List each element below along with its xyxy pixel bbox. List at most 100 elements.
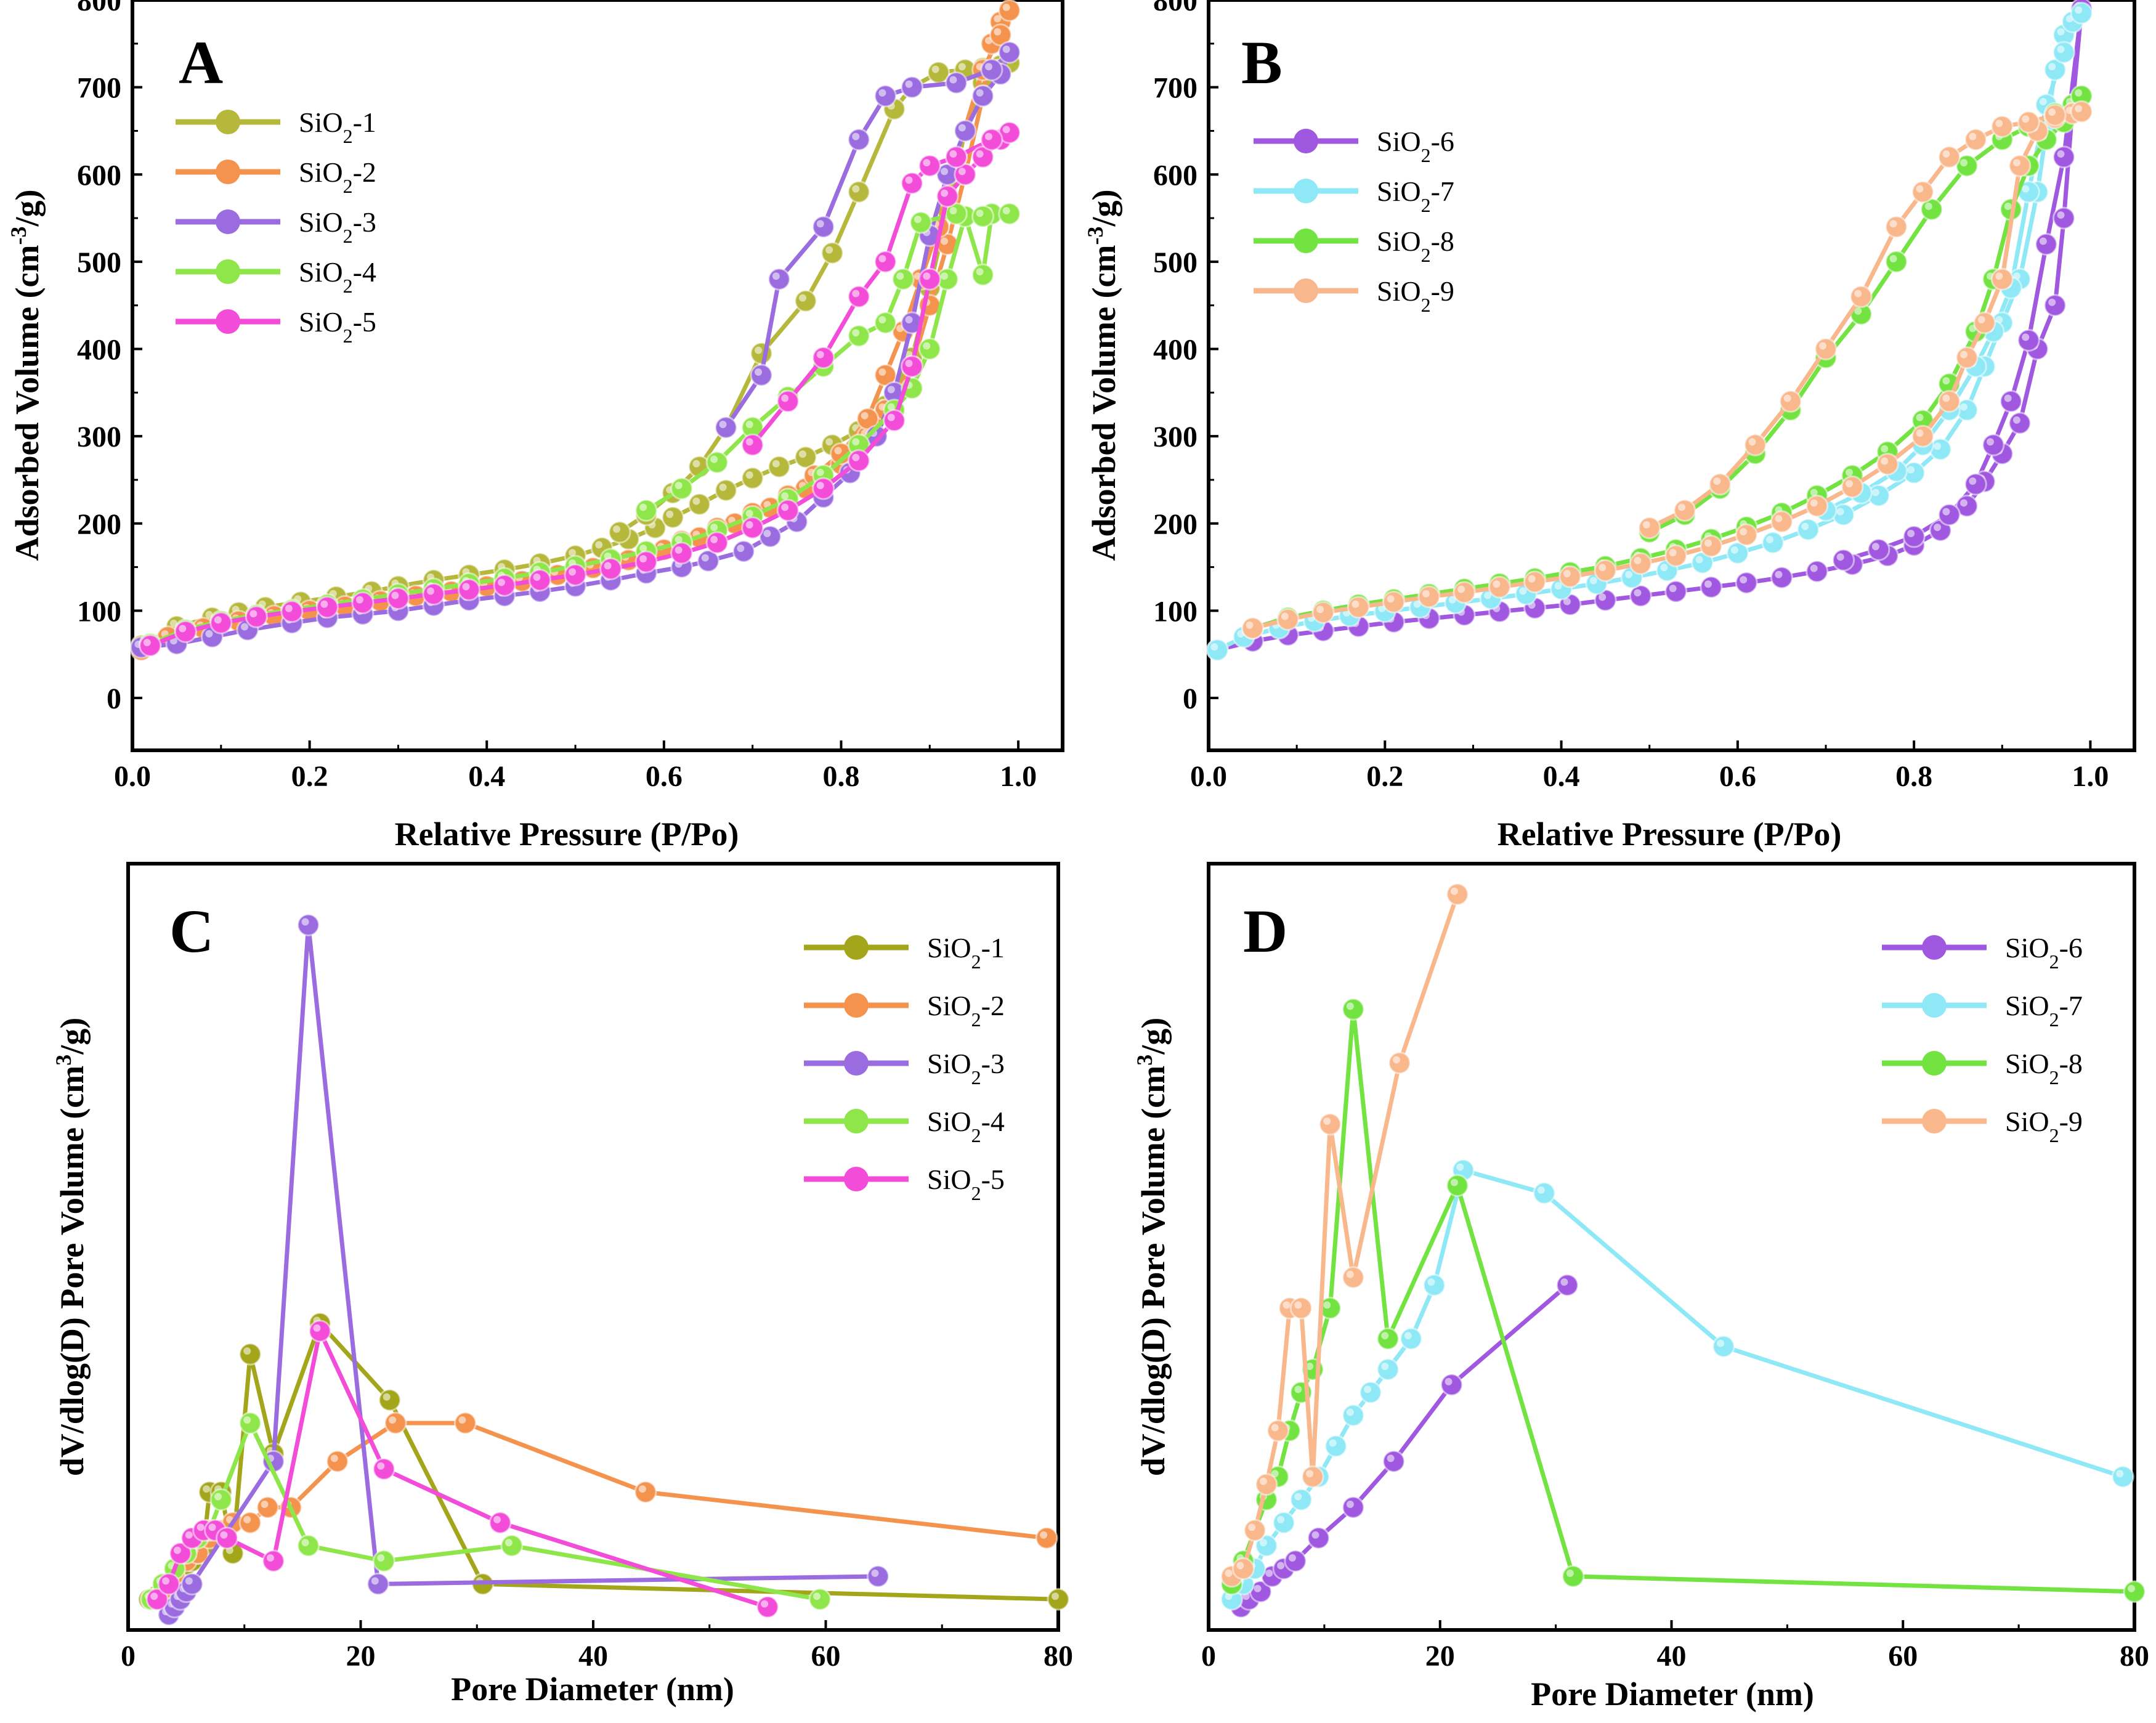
data-point-highlight-A-2-30 [1002, 45, 1010, 53]
x-tick-label-D-2: 40 [1657, 1640, 1687, 1672]
data-point-highlight-A-4-16 [710, 535, 718, 543]
data-point-highlight-C-1-14 [638, 1485, 646, 1493]
data-point-C-3-10 [500, 1534, 524, 1557]
data-point-highlight-D-0-7 [1346, 1500, 1354, 1508]
data-point-highlight-D-1-11 [1404, 1332, 1412, 1340]
data-point-highlight-D-0-2 [1254, 1584, 1262, 1592]
data-point-B-3-22 [1973, 311, 1996, 334]
data-point-highlight-B-0-22 [1960, 499, 1968, 507]
data-point-C-4-11 [756, 1595, 779, 1619]
data-point-C-1-14 [634, 1480, 657, 1504]
data-point-B-0-15 [1735, 571, 1758, 594]
data-point-highlight-A-4-14 [639, 555, 647, 563]
data-point-highlight-B-2-33 [1924, 202, 1932, 210]
y-axis-label-D: dV/dlog(D) Pore Volume (cm3/g) [1132, 1018, 1172, 1476]
data-point-highlight-B-3-28 [2075, 105, 2083, 113]
data-point-highlight-B-1-31 [2075, 6, 2083, 14]
legend-label-A-1: SiO2-2 [299, 156, 376, 197]
data-point-highlight-C-1-15 [1040, 1531, 1048, 1539]
data-point-highlight-B-1-7 [1448, 596, 1456, 604]
data-point-A-4-16 [705, 531, 729, 554]
data-point-A-2-17 [732, 540, 755, 563]
data-point-highlight-C-2-4 [185, 1577, 193, 1585]
data-point-B-3-7 [1488, 575, 1511, 599]
data-point-highlight-D-1-12 [1427, 1278, 1435, 1286]
data-point-highlight-B-0-11 [1599, 593, 1607, 601]
data-point-A-4-37 [741, 433, 764, 456]
data-point-highlight-A-0-20 [745, 471, 753, 479]
data-point-highlight-B-1-19 [1871, 489, 1879, 497]
data-point-A-0-46 [608, 521, 631, 544]
x-tick-label-A-5: 1.0 [1000, 760, 1037, 793]
data-point-C-1-15 [1035, 1526, 1058, 1550]
data-point-A-2-33 [901, 76, 924, 99]
data-point-A-1-30 [998, 0, 1021, 22]
data-point-highlight-D-1-9 [1364, 1385, 1372, 1393]
data-point-highlight-B-3-5 [1422, 590, 1430, 598]
data-point-D-3-9 [1342, 1266, 1365, 1289]
y-tick-label-A-2: 200 [77, 508, 121, 541]
data-point-C-0-18 [1047, 1587, 1070, 1611]
data-point-highlight-C-4-6 [220, 1531, 228, 1539]
data-point-highlight-A-2-17 [737, 545, 745, 553]
data-point-highlight-D-2-13 [2128, 1584, 2135, 1592]
data-point-D-3-1 [1231, 1557, 1255, 1580]
data-point-B-3-21 [1955, 346, 1979, 370]
legend-label-D-0: SiO2-6 [2005, 932, 2083, 973]
legend-label-A-4: SiO2-5 [299, 306, 376, 347]
data-point-highlight-B-3-16 [1810, 499, 1818, 507]
data-point-A-4-33 [873, 250, 897, 274]
data-point-highlight-A-3-34 [852, 329, 860, 337]
data-point-A-4-34 [847, 285, 870, 309]
data-point-D-3-8 [1318, 1113, 1342, 1136]
data-point-highlight-A-0-46 [612, 525, 620, 533]
data-point-C-3-6 [209, 1488, 233, 1512]
data-point-highlight-A-1-37 [878, 368, 886, 376]
data-point-highlight-B-0-21 [1934, 524, 1942, 532]
x-tick-label-B-1: 0.2 [1366, 760, 1403, 793]
data-point-C-3-7 [238, 1411, 262, 1435]
x-tick-label-B-4: 0.8 [1895, 760, 1932, 793]
data-point-A-3-23 [918, 338, 941, 361]
data-point-B-1-32 [2052, 41, 2075, 64]
data-point-D-1-15 [1712, 1335, 1735, 1358]
data-point-highlight-B-2-34 [1889, 254, 1897, 262]
data-point-highlight-A-4-31 [923, 159, 931, 167]
data-point-highlight-B-1-28 [2048, 63, 2056, 71]
legend-marker-C-4 [844, 1167, 869, 1191]
data-point-highlight-B-2-23 [2004, 202, 2012, 210]
data-point-highlight-B-1-12 [1625, 570, 1633, 578]
y-tick-label-A-6: 600 [77, 159, 121, 192]
panel-label-D: D [1243, 897, 1287, 965]
data-point-B-0-34 [2000, 389, 2023, 413]
data-point-highlight-A-3-19 [816, 468, 824, 476]
legend-label-B-0: SiO2-6 [1377, 126, 1454, 166]
legend-label-C-1: SiO2-2 [927, 990, 1005, 1031]
data-point-highlight-A-1-39 [834, 447, 842, 455]
x-tick-label-A-4: 0.8 [822, 760, 859, 793]
data-point-B-3-36 [1849, 285, 1873, 309]
data-point-highlight-C-3-6 [214, 1493, 222, 1501]
data-point-highlight-A-0-34 [958, 63, 966, 71]
data-point-highlight-C-2-6 [301, 918, 309, 926]
data-point-B-3-4 [1382, 590, 1406, 614]
data-point-A-4-36 [776, 389, 800, 413]
data-point-B-3-2 [1311, 601, 1335, 624]
data-point-B-0-14 [1700, 575, 1723, 599]
data-point-C-2-4 [180, 1572, 204, 1595]
data-point-highlight-A-0-17 [666, 510, 674, 518]
data-point-highlight-B-3-21 [1960, 351, 1968, 359]
data-point-highlight-B-3-12 [1669, 549, 1677, 557]
data-point-highlight-A-4-6 [355, 596, 363, 604]
data-point-highlight-B-3-42 [1642, 521, 1650, 529]
legend-marker-D-3 [1922, 1109, 1947, 1133]
data-point-highlight-B-0-14 [1704, 580, 1712, 588]
data-point-D-1-10 [1376, 1358, 1400, 1381]
data-point-highlight-B-3-15 [1775, 514, 1783, 522]
data-point-B-3-23 [1990, 267, 2014, 291]
data-point-A-4-24 [936, 185, 959, 208]
data-point-highlight-A-2-31 [984, 63, 992, 71]
data-point-B-3-16 [1805, 494, 1829, 517]
data-point-D-3-3 [1255, 1473, 1278, 1496]
panel-C: 0 20 40 60 80 Pore Diameter (nm) dV/dlog(D) Po… [51, 862, 1073, 1708]
